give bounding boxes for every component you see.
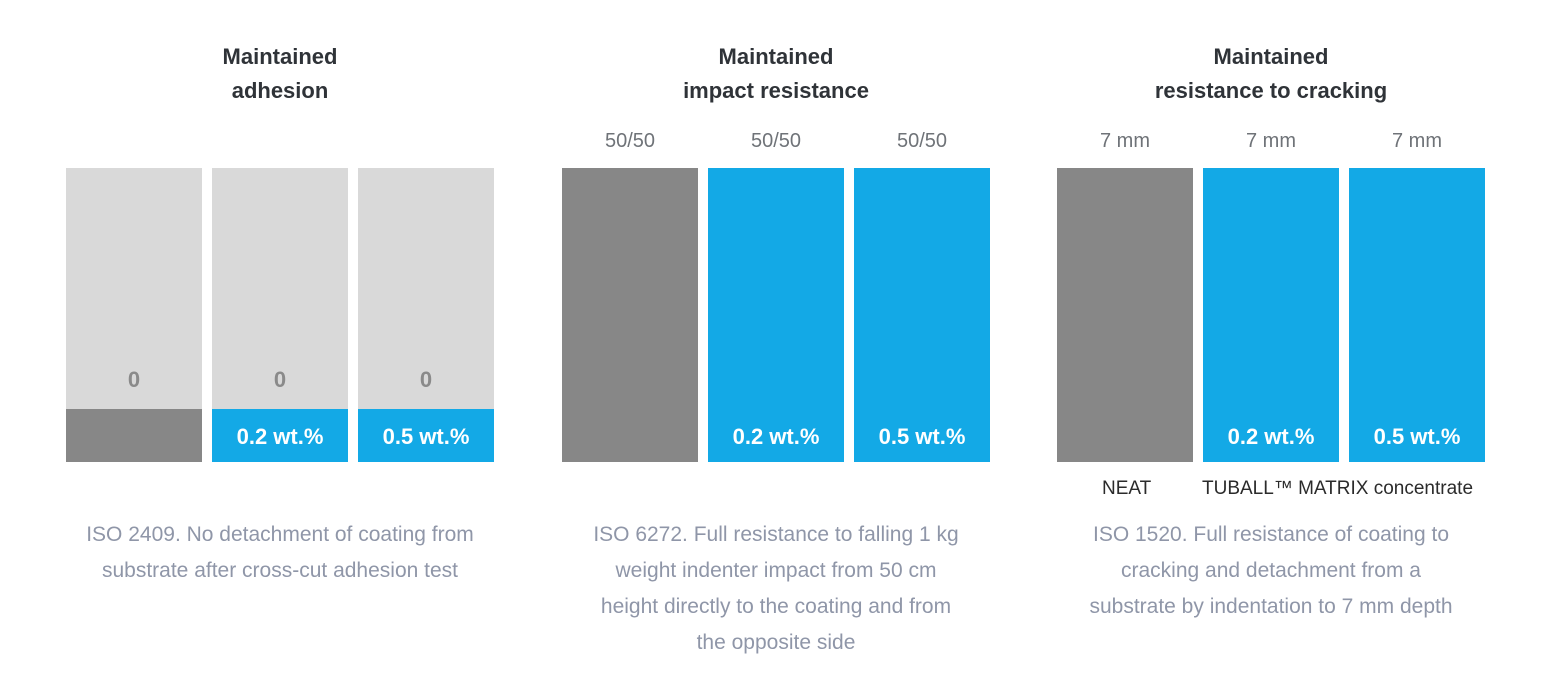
bar: 0.2 wt.% [1203,168,1339,462]
panel-caption: ISO 2409. No detachment of coating from s… [40,517,520,589]
panel-title: Maintained impact resistance [576,40,976,108]
bar-fill [1057,168,1193,462]
caption-line: the opposite side [696,631,856,654]
bar-top-label: 50/50 [604,130,656,152]
caption-line: height directly to the coating and from [600,595,952,618]
panel-caption: ISO 6272. Full resistance to falling 1 k… [536,517,1016,661]
bar-fill: 0.5 wt.% [1349,168,1485,462]
caption-line: ISO 6272. Full resistance to falling 1 k… [593,523,959,546]
panel-title-line: resistance to cracking [1154,78,1388,103]
caption-line: ISO 1520. Full resistance of coating to [1092,523,1450,546]
legend-neat: NEAT [1102,478,1152,499]
bar-fill-label: 0.2 wt.% [236,424,324,449]
panel-title-line: Maintained [1213,44,1329,69]
bar-top-label: 50/50 [896,130,948,152]
panel-title-line: impact resistance [683,78,869,103]
legend-tuball: TUBALL™ MATRIX concentrate [1202,478,1474,499]
panel-caption: ISO 1520. Full resistance of coating to c… [1031,517,1511,625]
bar-value-label: 0 [273,367,287,392]
bar-fill-label: 0.5 wt.% [878,424,966,449]
bar: 0.5 wt.% [1349,168,1485,462]
bar: 0.2 wt.% 0 [212,168,348,462]
bar: 0.5 wt.% [854,168,990,462]
panel-title: Maintained adhesion [80,40,480,108]
bar-fill: 0.5 wt.% [358,409,494,462]
bar-fill: 0.2 wt.% [212,409,348,462]
panel-title-line: Maintained [718,44,834,69]
bar-top-label: 50/50 [750,130,802,152]
bar: 0.5 wt.% 0 [358,168,494,462]
bar: 0 [66,168,202,462]
caption-line: weight indenter impact from 50 cm [615,559,937,582]
bar-fill [66,409,202,462]
caption-line: cracking and detachment from a [1121,559,1421,582]
bar-fill: 0.5 wt.% [854,168,990,462]
bar-fill: 0.2 wt.% [708,168,844,462]
bar-fill-label: 0.5 wt.% [382,424,470,449]
bar-fill: 0.2 wt.% [1203,168,1339,462]
panel-title: Maintained resistance to cracking [1071,40,1471,108]
bar-fill-label: 0.5 wt.% [1373,424,1461,449]
bar: 0.2 wt.% [708,168,844,462]
caption-line: ISO 2409. No detachment of coating from [86,523,474,546]
bar-value-label: 0 [127,367,141,392]
bar-top-label: 7 mm [1392,130,1442,152]
bar [1057,168,1193,462]
bar-top-label: 7 mm [1246,130,1296,152]
bar-fill-label: 0.2 wt.% [732,424,820,449]
caption-line: substrate by indentation to 7 mm depth [1089,595,1453,618]
bar-fill [562,168,698,462]
bar-fill-label: 0.2 wt.% [1227,424,1315,449]
panel-title-line: Maintained [222,44,338,69]
bar-top-label: 7 mm [1100,130,1150,152]
panel-title-line: adhesion [231,78,329,103]
bar [562,168,698,462]
caption-line: substrate after cross-cut adhesion test [101,559,458,582]
bar-value-label: 0 [419,367,433,392]
